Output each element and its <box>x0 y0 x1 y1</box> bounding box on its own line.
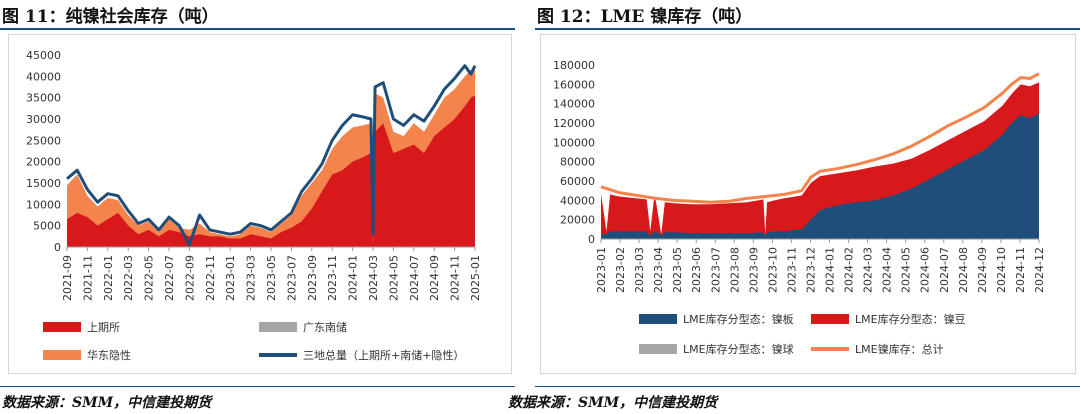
left-chart-panel: 0 5000 10000 15000 20000 25000 30000 35000 40000… <box>8 34 512 374</box>
right-source-rule <box>535 386 1080 387</box>
left-y-tick: 35000 <box>26 92 61 105</box>
right-x-tick: 2024-02 <box>843 247 856 293</box>
right-legend-label-3: LME镍库存：总计 <box>855 342 944 356</box>
left-x-tick: 2022-09 <box>183 255 196 301</box>
right-x-tick: 2023-03 <box>633 247 646 293</box>
left-x-tick: 2022-05 <box>143 255 156 301</box>
right-y-tick: 0 <box>588 233 595 246</box>
left-y-tick: 5000 <box>33 220 61 233</box>
left-x-tick: 2023-03 <box>245 255 258 301</box>
right-x-tick: 2023-05 <box>671 247 684 293</box>
left-x-tick: 2023-05 <box>265 255 278 301</box>
right-x-tick: 2023-10 <box>766 247 779 293</box>
right-x-tick: 2023-04 <box>652 247 665 293</box>
left-x-tick: 2022-11 <box>204 255 217 301</box>
left-source-rule <box>0 386 515 387</box>
right-figure-title: 图 12：LME 镍库存（吨） <box>537 7 753 27</box>
right-x-tick: 2024-12 <box>1033 247 1046 293</box>
left-x-tick: 2024-01 <box>347 255 360 301</box>
right-y-tick: 100000 <box>553 136 595 149</box>
right-legend-label-2: LME库存分型态：镍球 <box>683 342 794 356</box>
left-legend-label-0: 上期所 <box>87 321 120 334</box>
right-x-tick: 2023-06 <box>690 247 703 293</box>
right-x-tick: 2024-05 <box>900 247 913 293</box>
right-legend-label-1: LME库存分型态：镍豆 <box>855 312 966 326</box>
left-x-tick: 2023-07 <box>285 255 298 301</box>
left-x-tick: 2024-03 <box>367 255 380 301</box>
right-y-tick: 40000 <box>560 194 595 207</box>
right-x-tick: 2024-04 <box>881 247 894 293</box>
left-x-tick: 2024-05 <box>387 255 400 301</box>
left-y-tick: 15000 <box>26 177 61 190</box>
right-legend-swatch-1 <box>811 314 849 324</box>
left-series-0-area-front <box>67 95 475 248</box>
right-y-tick: 60000 <box>560 175 595 188</box>
left-y-tick: 45000 <box>26 49 61 62</box>
right-y-tick: 180000 <box>553 59 595 72</box>
right-y-tick: 120000 <box>553 117 595 130</box>
left-x-tick: 2021-09 <box>61 255 74 301</box>
right-legend-label-0: LME库存分型态：镍板 <box>683 312 794 326</box>
right-chart-panel: 0 20000 40000 60000 80000 100000 120000 140000 1… <box>540 34 1076 374</box>
left-series-3-line <box>66 64 477 247</box>
left-x-tick: 2024-07 <box>408 255 421 301</box>
right-x-tick: 2023-07 <box>709 247 722 293</box>
right-x-tick: 2023-01 <box>595 247 608 293</box>
right-title-rule <box>535 28 1080 30</box>
right-x-tick: 2023-09 <box>747 247 760 293</box>
left-y-tick: 40000 <box>26 70 61 83</box>
right-y-tick: 140000 <box>553 98 595 111</box>
left-figure-title: 图 11：纯镍社会库存（吨） <box>2 7 219 27</box>
left-y-tick: 10000 <box>26 198 61 211</box>
right-x-tick: 2023-08 <box>728 247 741 293</box>
left-x-tick: 2025-01 <box>469 255 482 301</box>
right-y-tick: 160000 <box>553 78 595 91</box>
right-x-tick: 2024-03 <box>862 247 875 293</box>
right-x-tick: 2024-09 <box>976 247 989 293</box>
right-x-tick: 2024-11 <box>1014 247 1027 293</box>
right-y-tick: 80000 <box>560 156 595 169</box>
left-x-tick: 2023-11 <box>326 255 339 301</box>
left-x-tick: 2024-09 <box>428 255 441 301</box>
left-y-tick: 30000 <box>26 113 61 126</box>
left-legend-swatch-2 <box>43 350 81 360</box>
right-y-tick: 20000 <box>560 214 595 227</box>
left-x-tick: 2024-11 <box>449 255 462 301</box>
left-y-tick: 0 <box>54 241 61 254</box>
left-legend-label-1: 广东南储 <box>303 320 347 334</box>
right-series-0-area-front <box>601 113 1039 239</box>
left-source-note: 数据来源：SMM，中信建投期货 <box>2 395 212 411</box>
right-x-tick: 2024-01 <box>824 247 837 293</box>
left-legend-label-2: 华东隐性 <box>87 348 131 362</box>
right-x-tick: 2024-07 <box>938 247 951 293</box>
left-legend-swatch-1 <box>259 322 297 332</box>
right-x-tick: 2024-10 <box>995 247 1008 293</box>
left-y-tick: 25000 <box>26 134 61 147</box>
right-x-tick: 2023-02 <box>614 247 627 293</box>
right-legend-swatch-0 <box>639 314 677 324</box>
left-x-tick: 2022-01 <box>102 255 115 301</box>
right-legend-swatch-2 <box>639 344 677 354</box>
right-series-3-line <box>600 72 1040 204</box>
right-chart: 0 20000 40000 60000 80000 100000 120000 140000 1… <box>553 59 1046 356</box>
left-x-tick: 2023-01 <box>224 255 237 301</box>
right-x-tick: 2023-11 <box>785 247 798 293</box>
right-x-tick: 2023-12 <box>804 247 817 293</box>
left-x-tick: 2022-07 <box>163 255 176 301</box>
left-x-tick: 2021-11 <box>81 255 94 301</box>
left-chart: 0 5000 10000 15000 20000 25000 30000 35000 40000… <box>26 49 482 362</box>
left-title-rule <box>0 28 515 30</box>
left-legend-label-3: 三地总量（上期所+南储+隐性） <box>303 348 464 362</box>
right-x-tick: 2024-08 <box>957 247 970 293</box>
left-y-tick: 20000 <box>26 156 61 169</box>
left-legend-swatch-0 <box>43 322 81 332</box>
left-x-tick: 2022-03 <box>122 255 135 301</box>
left-x-tick: 2023-09 <box>306 255 319 301</box>
right-x-tick: 2024-06 <box>919 247 932 293</box>
right-source-note: 数据来源：SMM，中信建投期货 <box>508 395 718 411</box>
